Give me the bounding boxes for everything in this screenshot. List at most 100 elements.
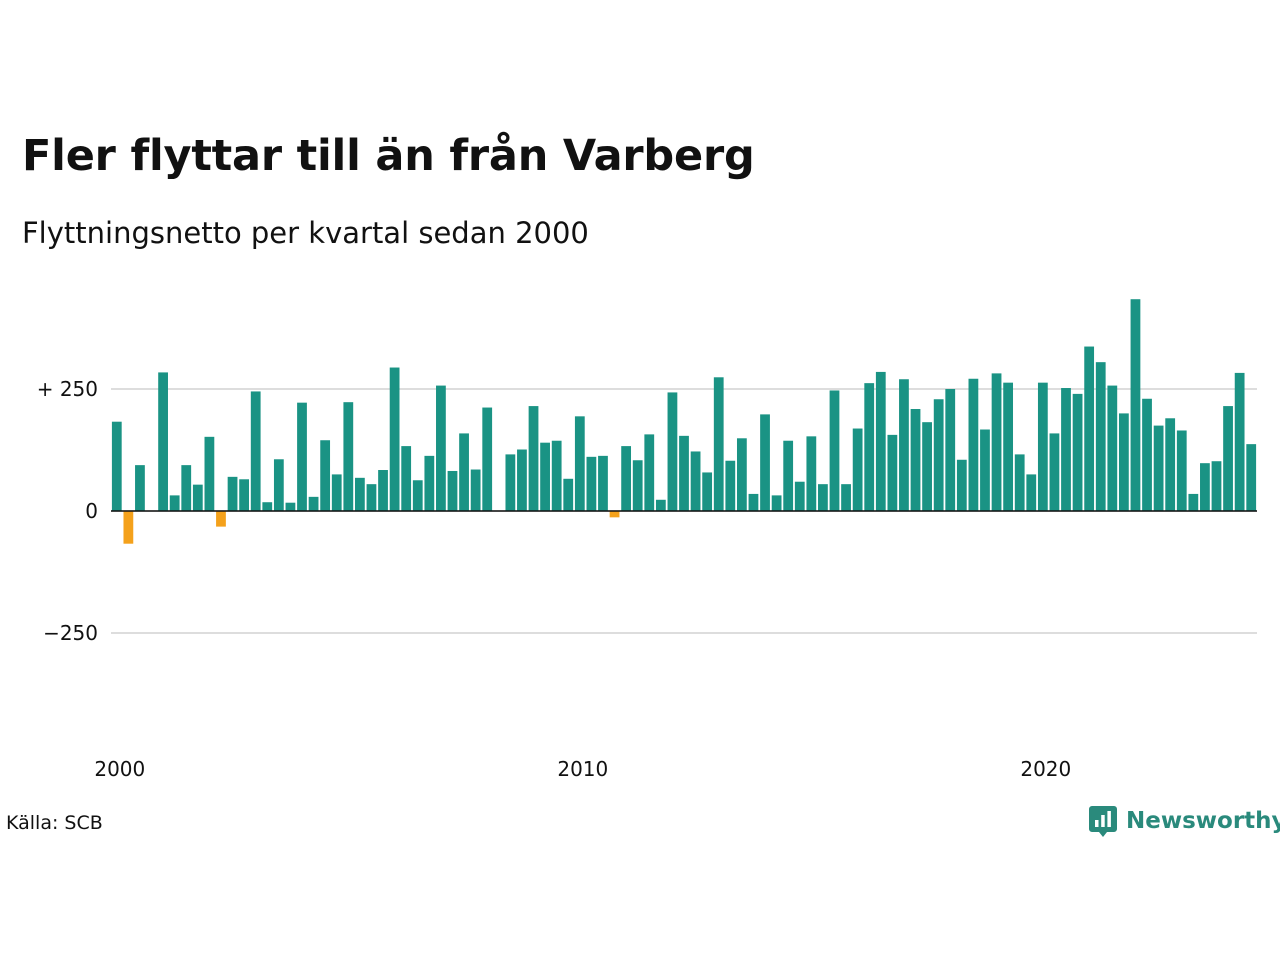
bar [1223, 406, 1233, 511]
bar [227, 476, 238, 511]
bar [135, 465, 145, 511]
y-tick-label: −250 [43, 621, 98, 645]
bar [713, 377, 724, 511]
bar [482, 407, 493, 511]
bar [991, 373, 1002, 511]
bar [528, 406, 539, 511]
bar [424, 455, 435, 511]
bar [933, 399, 944, 511]
bar [308, 496, 319, 511]
bar [806, 436, 817, 511]
bar [1176, 430, 1187, 511]
bar [1026, 474, 1037, 511]
bar [632, 460, 643, 511]
bar [841, 484, 851, 511]
bar [436, 385, 446, 511]
bar [297, 402, 307, 511]
bar [736, 438, 747, 511]
bar [586, 456, 597, 511]
bar [354, 477, 365, 511]
bar [273, 459, 284, 511]
bar [1165, 418, 1176, 511]
bar [574, 416, 585, 511]
y-tick-label: + 250 [37, 377, 98, 401]
bar [609, 511, 620, 518]
bar [1084, 346, 1095, 511]
bar [1142, 398, 1152, 511]
x-tick-label: 2020 [1020, 757, 1071, 781]
bar [1130, 299, 1141, 511]
bar [1211, 461, 1222, 511]
bar [401, 446, 412, 511]
bar [621, 446, 632, 511]
bar [505, 454, 516, 511]
bar [123, 511, 134, 544]
bar [1107, 385, 1118, 511]
bar [968, 378, 979, 511]
bar [262, 502, 273, 511]
bar [1200, 463, 1210, 511]
chart-subtitle: Flyttningsnetto per kvartal sedan 2000 [22, 216, 589, 250]
bar [679, 435, 689, 511]
bar [702, 472, 713, 511]
bar [540, 442, 550, 511]
bar [783, 440, 794, 511]
bar [1061, 388, 1071, 511]
bar [922, 422, 932, 511]
bar [192, 484, 203, 511]
bar-chart: + 250 0 −250 2000 2010 2020 [37, 299, 1257, 781]
bar [239, 479, 250, 511]
bar [1037, 382, 1048, 511]
bar [748, 493, 759, 511]
bar [447, 470, 458, 511]
bar [216, 511, 226, 527]
bar [655, 499, 666, 511]
bar [1188, 493, 1199, 511]
bars [111, 299, 1257, 544]
bar [320, 440, 331, 511]
bar [459, 433, 469, 511]
bar [250, 391, 261, 511]
bar [366, 484, 377, 511]
newsworthy-logo[interactable]: Newsworthy [1088, 804, 1280, 838]
bar [285, 502, 296, 511]
bar [760, 414, 770, 511]
bar [1118, 413, 1129, 511]
bar [1003, 382, 1014, 511]
bar [1246, 444, 1257, 511]
bar [181, 465, 192, 511]
bar [1072, 393, 1083, 511]
bar [1049, 433, 1060, 511]
bar [667, 392, 678, 511]
newsworthy-logo-icon [1089, 806, 1117, 837]
bar [551, 440, 562, 511]
source-note: Källa: SCB [6, 812, 103, 834]
bar [771, 495, 782, 511]
bar [875, 371, 886, 511]
bar [158, 372, 168, 511]
bar [794, 481, 805, 511]
bar [378, 470, 388, 511]
x-tick-label: 2000 [94, 757, 145, 781]
x-tick-label: 2010 [557, 757, 608, 781]
bar [725, 460, 736, 511]
bar [517, 449, 527, 511]
bar [470, 469, 481, 511]
newsworthy-logo-text: Newsworthy [1126, 808, 1280, 834]
bar [598, 455, 608, 511]
bar [343, 402, 354, 511]
bar [644, 434, 655, 511]
bar [1153, 425, 1164, 511]
y-axis-labels: + 250 0 −250 [37, 377, 98, 645]
bar [864, 383, 875, 511]
bar [899, 379, 909, 511]
bar [1234, 372, 1245, 511]
bar [111, 421, 122, 511]
bar [412, 480, 423, 511]
bar [1014, 454, 1025, 511]
y-tick-label: 0 [85, 499, 98, 523]
bar [169, 495, 180, 511]
bar [563, 478, 574, 511]
bar [887, 434, 898, 511]
bar [331, 474, 342, 511]
